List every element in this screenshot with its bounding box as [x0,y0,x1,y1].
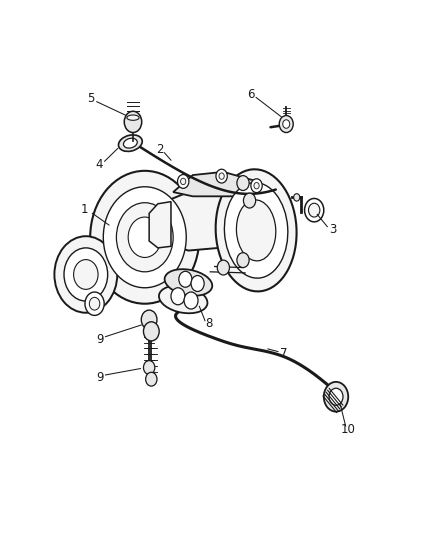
Circle shape [124,111,142,133]
Text: 3: 3 [329,223,336,236]
Text: 8: 8 [205,317,212,330]
Text: 6: 6 [247,88,254,101]
Circle shape [254,182,259,189]
Circle shape [283,120,290,128]
Circle shape [244,193,256,208]
Circle shape [293,193,300,201]
Ellipse shape [127,115,139,120]
Text: 5: 5 [88,92,95,105]
Text: 9: 9 [96,371,104,384]
Circle shape [89,297,100,310]
Circle shape [141,310,157,329]
Ellipse shape [224,183,288,278]
Polygon shape [149,201,171,248]
Text: 1: 1 [81,203,88,216]
Ellipse shape [159,286,208,313]
Circle shape [279,116,293,133]
Circle shape [103,187,186,288]
Text: 4: 4 [95,158,102,171]
Circle shape [237,175,249,190]
Circle shape [304,198,324,222]
Circle shape [180,178,186,184]
Circle shape [329,388,343,405]
Ellipse shape [124,138,137,148]
Circle shape [177,174,189,188]
Circle shape [117,203,173,272]
Ellipse shape [119,135,142,151]
Circle shape [90,171,199,304]
Circle shape [237,253,249,268]
Circle shape [144,322,159,341]
Polygon shape [173,172,272,196]
Ellipse shape [165,269,212,296]
Circle shape [171,288,185,305]
Text: 7: 7 [280,346,287,360]
Circle shape [85,292,104,316]
Circle shape [146,372,157,386]
Text: 10: 10 [340,423,355,435]
Circle shape [217,260,230,275]
Circle shape [54,236,117,313]
Ellipse shape [237,200,276,261]
Polygon shape [155,192,272,251]
Text: 9: 9 [96,333,104,346]
Ellipse shape [215,169,297,292]
Circle shape [216,169,227,183]
Circle shape [179,271,192,287]
Circle shape [184,292,198,309]
Circle shape [144,361,155,374]
Circle shape [219,173,224,179]
Circle shape [251,179,262,192]
Circle shape [191,276,204,292]
Circle shape [74,260,98,289]
Circle shape [64,248,108,301]
Circle shape [308,203,320,217]
Text: 2: 2 [156,143,164,156]
Circle shape [128,217,161,257]
Circle shape [324,382,348,411]
